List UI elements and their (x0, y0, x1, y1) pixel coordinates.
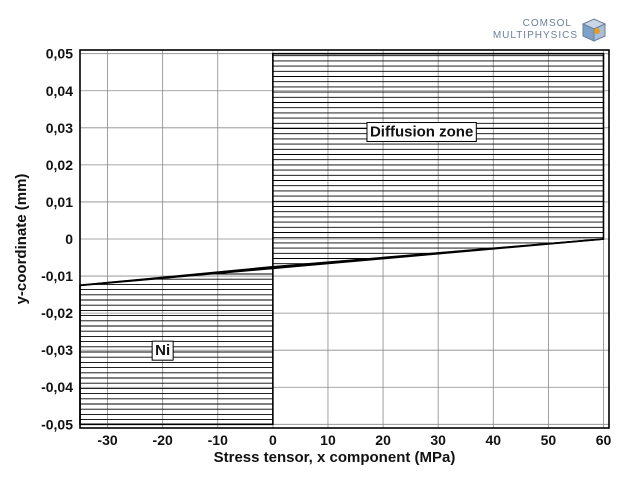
x-tick-label: 10 (320, 432, 336, 448)
x-tick-label: 50 (541, 432, 557, 448)
y-tick-label: 0,02 (46, 157, 73, 173)
y-tick-labels: 0,05 0,04 0,03 0,02 0,01 0 -0,01 -0,02 -0,03 -0,0… (41, 46, 73, 433)
y-tick-label: 0,05 (46, 46, 73, 62)
y-axis-label: y-coordinate (mm) (13, 174, 30, 305)
x-tick-label: 40 (485, 432, 501, 448)
y-tick-label: -0,03 (41, 342, 73, 358)
x-tick-label: -30 (97, 432, 117, 448)
y-tick-label: 0,04 (46, 83, 73, 99)
y-tick-label: -0,05 (41, 416, 73, 432)
comsol-logo: COMSOL MULTIPHYSICS (493, 18, 607, 42)
y-tick-label: 0 (65, 231, 73, 247)
region-label-box (151, 340, 174, 361)
y-tick-label: 0,03 (46, 120, 73, 136)
region-label-box (366, 122, 477, 143)
profile-line (79, 238, 604, 287)
logo-text-multiphysics: MULTIPHYSICS (493, 30, 578, 41)
y-tick-label: 0,01 (46, 194, 73, 210)
region-hatch-0 (272, 55, 604, 265)
x-tick-label: -20 (153, 432, 173, 448)
x-tick-labels: -30 -20 -10 0 10 20 30 40 50 60 (97, 432, 611, 448)
grid-lines (80, 50, 609, 428)
x-tick-label: 20 (375, 432, 391, 448)
y-tick-label: -0,04 (41, 379, 73, 395)
region-labels: Diffusion zone Ni (151, 122, 477, 361)
region-outline-1 (79, 265, 274, 426)
x-tick-label: 30 (430, 432, 446, 448)
x-tick-label: -10 (208, 432, 228, 448)
region-label: Diffusion zone (370, 124, 473, 141)
x-tick-label: 0 (269, 432, 277, 448)
y-tick-label: -0,02 (41, 305, 73, 321)
region-label: Ni (155, 342, 170, 359)
comsol-cube-icon (581, 18, 607, 42)
stress-profile-line (79, 238, 604, 287)
plot-frame (79, 49, 610, 429)
logo-text-comsol: COMSOL (523, 18, 572, 29)
x-axis-label: Stress tensor, x component (MPa) (214, 449, 456, 466)
y-tick-label: -0,01 (41, 268, 73, 284)
x-tick-label: 60 (596, 432, 612, 448)
